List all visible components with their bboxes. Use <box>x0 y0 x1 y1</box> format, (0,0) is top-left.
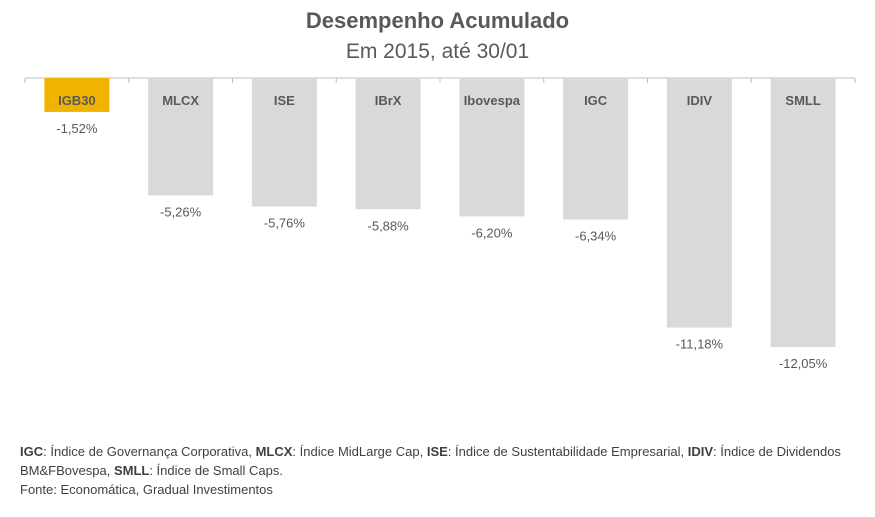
footnote-desc: : Índice de Dividendos BM&FBovespa, <box>20 444 841 478</box>
footnote-definitions: IGC: Índice de Governança Corporativa, M… <box>20 442 865 480</box>
bar <box>666 78 732 328</box>
footnote-term: IGC <box>20 444 44 459</box>
data-label: -6,20% <box>471 225 513 240</box>
bar <box>563 78 629 220</box>
footnote-desc: : Índice de Sustentabilidade Empresarial… <box>447 444 688 459</box>
footnote: IGC: Índice de Governança Corporativa, M… <box>20 442 865 499</box>
bar <box>355 78 421 210</box>
footnote-desc: : Índice de Small Caps. <box>149 463 284 478</box>
footnote-term: ISE <box>426 444 448 459</box>
category-label: SMLL <box>785 93 820 108</box>
footnote-desc: : Índice de Governança Corporativa, <box>43 444 256 459</box>
footnote-desc: : Índice MidLarge Cap, <box>292 444 427 459</box>
data-label: -11,18% <box>676 337 724 352</box>
bar <box>251 78 317 207</box>
category-label: ISE <box>274 93 295 108</box>
footnote-term: MLCX <box>255 444 293 459</box>
footnote-term: IDIV <box>687 444 714 459</box>
bar-chart: IGB30 -1,52% MLCX -5,26% ISE -5,76% IBrX -5,88%… <box>24 77 856 371</box>
bar <box>770 78 836 347</box>
data-label: -1,52% <box>56 121 98 136</box>
chart-title: Desempenho Acumulado <box>305 8 570 33</box>
category-label: IGC <box>584 93 608 108</box>
footnote-source: Fonte: Economática, Gradual Investimento… <box>20 482 273 497</box>
data-label: -5,88% <box>368 218 410 233</box>
footnote-term: SMLL <box>113 463 150 478</box>
category-label: IDIV <box>687 93 713 108</box>
bar <box>44 78 110 112</box>
chart-subtitle: Em 2015, até 30/01 <box>345 40 530 63</box>
bar <box>459 78 525 217</box>
data-label: -5,26% <box>160 204 202 219</box>
data-label: -6,34% <box>575 229 617 244</box>
data-label: -5,76% <box>264 216 306 231</box>
data-label: -12,05% <box>779 356 828 371</box>
category-label: IBrX <box>375 93 402 108</box>
category-label: IGB30 <box>58 93 96 108</box>
category-label: Ibovespa <box>464 93 521 108</box>
category-label: MLCX <box>162 93 199 108</box>
bar <box>148 78 214 196</box>
